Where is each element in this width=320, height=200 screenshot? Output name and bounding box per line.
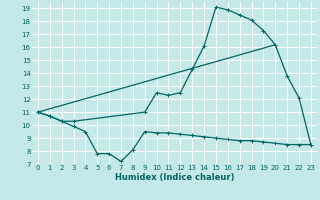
X-axis label: Humidex (Indice chaleur): Humidex (Indice chaleur) bbox=[115, 173, 234, 182]
